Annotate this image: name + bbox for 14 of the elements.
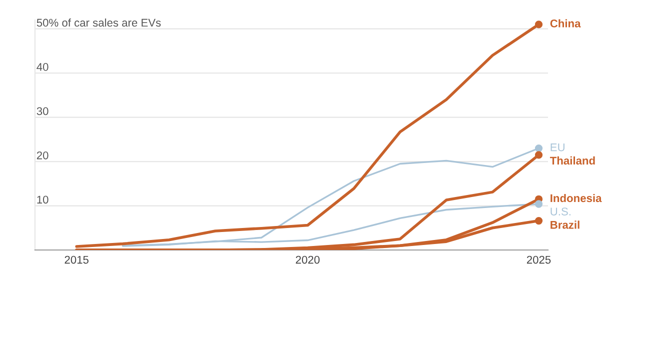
series-label: China	[550, 19, 581, 28]
x-tick-label: 2020	[296, 256, 320, 264]
y-tick-label: 50% of car sales are EVs	[36, 18, 161, 27]
y-tick-label: 40	[36, 63, 48, 71]
series-label: U.S.	[550, 208, 570, 216]
series-label: Brazil	[550, 220, 580, 229]
y-tick-label: 20	[36, 151, 48, 160]
series-label: Indonesia	[550, 194, 602, 202]
x-tick-label: 2025	[526, 256, 551, 264]
y-tick-label: 30	[36, 107, 48, 116]
series-label: EU	[550, 144, 564, 152]
series-label: Thailand	[550, 156, 595, 165]
y-tick-label: 10	[37, 196, 48, 204]
x-tick-label: 2015	[64, 256, 88, 264]
